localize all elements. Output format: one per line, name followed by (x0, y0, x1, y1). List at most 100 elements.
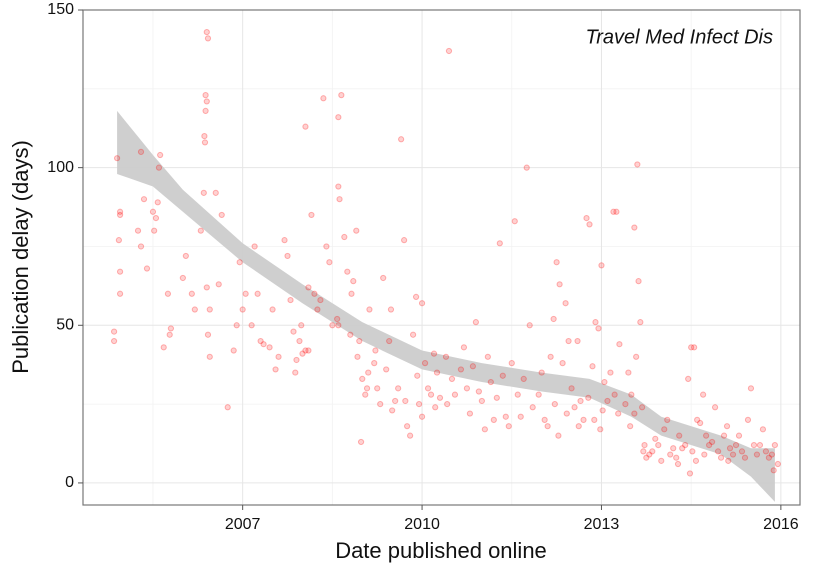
point (711, 404, 719, 411)
point (635, 278, 642, 285)
point (179, 274, 186, 282)
point (725, 457, 732, 464)
point (556, 281, 563, 288)
point (317, 296, 324, 304)
point (723, 423, 731, 430)
point (116, 211, 124, 219)
point (140, 196, 148, 203)
point (335, 114, 342, 121)
point (201, 139, 209, 146)
point (260, 341, 267, 348)
point (768, 451, 775, 458)
x-tick-label: 2016 (763, 516, 799, 533)
point (442, 353, 450, 360)
point (203, 284, 210, 291)
smooth-band (117, 110, 775, 502)
point (697, 419, 704, 427)
point (517, 413, 524, 420)
point (314, 306, 321, 313)
point (661, 426, 668, 433)
point (164, 290, 172, 297)
point (137, 148, 145, 155)
panel (83, 10, 800, 505)
point (667, 451, 674, 458)
point (302, 347, 309, 354)
point (353, 227, 360, 234)
point (484, 353, 491, 360)
point (296, 337, 303, 345)
point (204, 35, 212, 42)
y-axis-title: Publication delay (days) (8, 140, 33, 374)
point (688, 344, 695, 351)
point (418, 413, 426, 420)
point (670, 445, 677, 452)
point (298, 322, 305, 329)
point (302, 123, 309, 130)
point (622, 401, 629, 408)
point (478, 397, 485, 405)
point (700, 391, 707, 398)
point (395, 385, 402, 392)
point (580, 416, 587, 423)
point (266, 344, 273, 351)
point (320, 95, 327, 102)
point (236, 259, 243, 266)
point (463, 385, 471, 392)
point (372, 347, 379, 354)
point (409, 331, 417, 338)
point (389, 407, 396, 414)
point (305, 347, 312, 354)
point (305, 284, 312, 291)
point (637, 319, 644, 326)
point (233, 322, 240, 329)
point (347, 331, 354, 338)
point (610, 208, 617, 215)
point (191, 306, 198, 313)
point (523, 164, 530, 171)
point (182, 252, 189, 260)
point (689, 448, 696, 455)
point (559, 360, 566, 367)
point (643, 454, 650, 461)
point (493, 394, 500, 401)
point (514, 391, 521, 398)
point (562, 300, 569, 307)
point (335, 183, 342, 190)
point (386, 337, 393, 345)
point (627, 423, 634, 430)
point (499, 372, 506, 379)
point (269, 306, 276, 313)
point (197, 227, 204, 234)
point (541, 416, 548, 423)
point (729, 451, 737, 458)
point (604, 397, 611, 405)
point (655, 441, 662, 449)
point (362, 391, 369, 398)
point (631, 410, 638, 417)
point (490, 416, 497, 423)
point (682, 441, 689, 449)
point (421, 360, 429, 367)
point (230, 347, 237, 354)
point (472, 319, 479, 326)
point (577, 397, 584, 405)
point (204, 331, 212, 338)
point (505, 423, 512, 430)
point (595, 325, 602, 332)
point (363, 385, 371, 392)
point (290, 328, 297, 335)
point (457, 366, 465, 373)
point (599, 407, 606, 414)
point (334, 315, 341, 323)
point (350, 278, 357, 285)
point (383, 366, 390, 373)
point (753, 451, 761, 458)
point (591, 416, 598, 423)
point (116, 268, 124, 275)
point (589, 363, 596, 370)
point (202, 92, 209, 99)
point (565, 337, 572, 345)
point (151, 227, 158, 234)
point (188, 290, 195, 297)
